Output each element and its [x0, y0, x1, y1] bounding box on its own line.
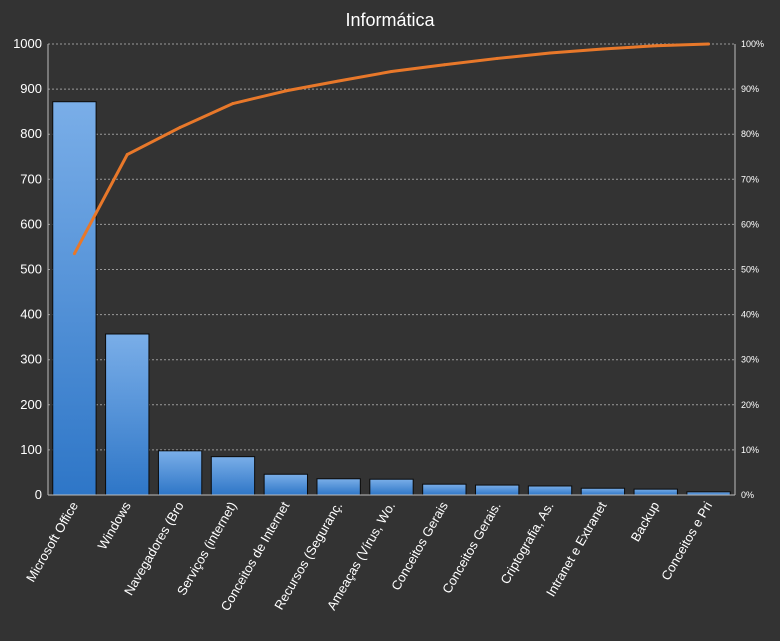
chart-title: Informática — [345, 10, 435, 30]
bar — [580, 487, 626, 496]
left-tick-label: 800 — [20, 126, 42, 141]
bar — [210, 456, 256, 496]
category-label: Intranet e Extranet — [543, 499, 610, 599]
right-tick-label: 30% — [741, 355, 759, 365]
right-tick-label: 50% — [741, 265, 759, 275]
category-label: Criptografia, As. — [497, 499, 556, 587]
category-label: Serviços (internet) — [174, 499, 240, 598]
category-label: Windows — [95, 499, 135, 553]
line-point — [601, 47, 605, 51]
bar — [475, 484, 520, 496]
left-tick-label: 100 — [20, 442, 42, 457]
line-point — [125, 152, 129, 156]
bar — [157, 450, 203, 496]
line-point — [72, 252, 76, 256]
left-tick-label: 400 — [20, 307, 42, 322]
category-label: Microsoft Office — [23, 499, 81, 584]
right-tick-label: 90% — [741, 84, 759, 94]
left-tick-label: 700 — [20, 171, 42, 186]
line-point — [231, 102, 235, 106]
line-point — [178, 125, 182, 129]
bar-series — [52, 101, 731, 496]
bar — [316, 478, 361, 496]
right-tick-label: 10% — [741, 445, 759, 455]
line-point — [495, 56, 499, 60]
right-tick-label: 80% — [741, 129, 759, 139]
left-axis: 0 100 200 300 400 500 600 700 800 900 1000 — [13, 36, 49, 502]
left-tick-label: 1000 — [13, 36, 42, 51]
grid-lines — [48, 43, 735, 451]
cumulative-line-series — [72, 42, 711, 256]
right-tick-label: 70% — [741, 174, 759, 184]
category-label: Backup — [628, 499, 663, 544]
right-tick-label: 20% — [741, 400, 759, 410]
category-label: Conceitos Gerais. — [439, 499, 504, 596]
left-tick-label: 900 — [20, 81, 42, 96]
line-point — [548, 51, 552, 55]
line-point — [390, 70, 393, 74]
right-tick-label: 100% — [741, 39, 764, 49]
right-tick-label: 0% — [741, 490, 754, 500]
right-tick-label: 60% — [741, 219, 759, 229]
bar — [527, 485, 573, 496]
line-point — [284, 89, 288, 93]
right-tick-label: 40% — [741, 310, 759, 320]
category-label: Conceitos Gerais — [388, 499, 451, 593]
bar — [263, 473, 308, 496]
left-tick-label: 600 — [20, 216, 42, 231]
left-tick-label: 300 — [20, 352, 42, 367]
bar — [52, 101, 97, 496]
line-point — [337, 79, 341, 83]
category-label: Navegadores (Bro — [121, 499, 187, 598]
left-tick-label: 200 — [20, 397, 42, 412]
right-axis: 0% 10% 20% 30% 40% 50% 60% 70% 80% 90% 100% — [734, 39, 764, 500]
line-point — [654, 44, 658, 48]
bar — [422, 483, 467, 496]
line-point — [442, 63, 446, 67]
category-label: Conceitos e Pri — [658, 499, 715, 583]
cumulative-percentage-line — [73, 42, 709, 255]
bar — [105, 333, 150, 496]
left-tick-label: 500 — [20, 262, 42, 277]
bar — [633, 488, 678, 496]
line-point — [707, 42, 711, 46]
bar — [369, 478, 414, 496]
left-tick-label: 0 — [35, 487, 42, 502]
